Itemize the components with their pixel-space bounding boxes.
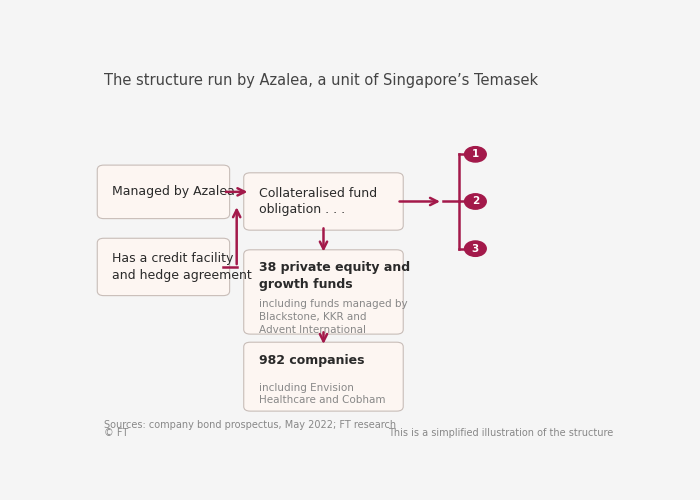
Text: 1: 1 bbox=[472, 150, 479, 160]
FancyBboxPatch shape bbox=[244, 342, 403, 411]
Text: 2: 2 bbox=[472, 196, 479, 206]
Text: Managed by Azalea: Managed by Azalea bbox=[113, 186, 235, 198]
Text: 38 private equity and
growth funds: 38 private equity and growth funds bbox=[259, 262, 410, 291]
Text: including Envision
Healthcare and Cobham: including Envision Healthcare and Cobham bbox=[259, 382, 386, 406]
Text: © FT: © FT bbox=[104, 428, 128, 438]
FancyBboxPatch shape bbox=[97, 238, 230, 296]
Circle shape bbox=[465, 241, 486, 256]
Circle shape bbox=[465, 194, 486, 209]
Text: Sources: company bond prospectus, May 2022; FT research: Sources: company bond prospectus, May 20… bbox=[104, 420, 396, 430]
FancyBboxPatch shape bbox=[97, 165, 230, 218]
Text: This is a simplified illustration of the structure: This is a simplified illustration of the… bbox=[389, 428, 614, 438]
Text: The structure run by Azalea, a unit of Singapore’s Temasek: The structure run by Azalea, a unit of S… bbox=[104, 74, 538, 88]
Text: Has a credit facility
and hedge agreement: Has a credit facility and hedge agreemen… bbox=[113, 252, 252, 282]
Text: including funds managed by
Blackstone, KKR and
Advent International: including funds managed by Blackstone, K… bbox=[259, 300, 407, 335]
Circle shape bbox=[465, 146, 486, 162]
FancyBboxPatch shape bbox=[244, 173, 403, 230]
FancyBboxPatch shape bbox=[244, 250, 403, 334]
Text: 3: 3 bbox=[472, 244, 479, 254]
Text: 982 companies: 982 companies bbox=[259, 354, 365, 367]
Text: Collateralised fund
obligation . . .: Collateralised fund obligation . . . bbox=[259, 186, 377, 216]
